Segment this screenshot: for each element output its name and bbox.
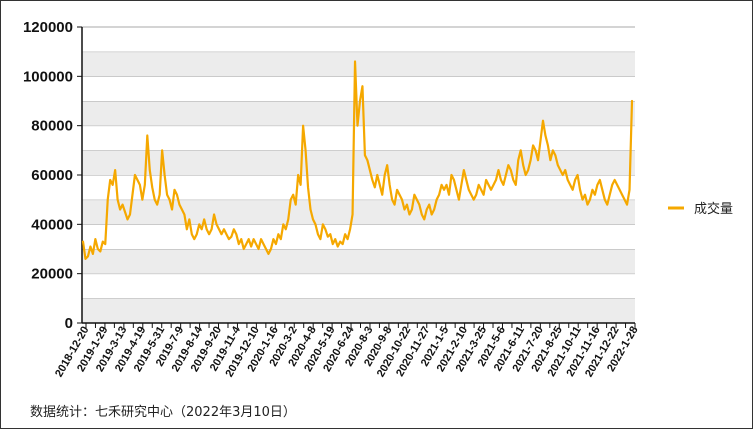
- y-tick-label: 100000: [23, 68, 73, 85]
- legend: 成交量: [668, 201, 733, 217]
- grid-band: [82, 76, 635, 101]
- y-tick-label: 80000: [31, 118, 73, 135]
- y-tick-label: 40000: [31, 216, 73, 233]
- grid-band: [82, 150, 635, 175]
- y-tick-label: 120000: [23, 19, 73, 36]
- y-tick-label: 20000: [31, 266, 73, 283]
- grid-band: [82, 298, 635, 323]
- x-axis: 2018-12-202019-1-292019-3-132019-4-19201…: [53, 322, 641, 379]
- grid-band: [82, 249, 635, 274]
- legend-label: 成交量: [694, 201, 733, 217]
- y-tick-label: 0: [65, 315, 73, 332]
- grid-band: [82, 51, 635, 77]
- grid-band: [82, 273, 635, 299]
- grid-band: [82, 27, 635, 52]
- data-source-note: 数据统计：七禾研究中心（2022年3月10日）: [30, 405, 296, 420]
- series-line-volume: [81, 60, 634, 260]
- series-area: [81, 60, 634, 260]
- y-axis: 0 20000 40000 60000 80000 100000 120000: [23, 19, 83, 332]
- grid-band: [82, 125, 635, 151]
- grid-band: [82, 224, 635, 249]
- grid-band: [82, 199, 635, 225]
- y-tick-label: 60000: [31, 167, 73, 184]
